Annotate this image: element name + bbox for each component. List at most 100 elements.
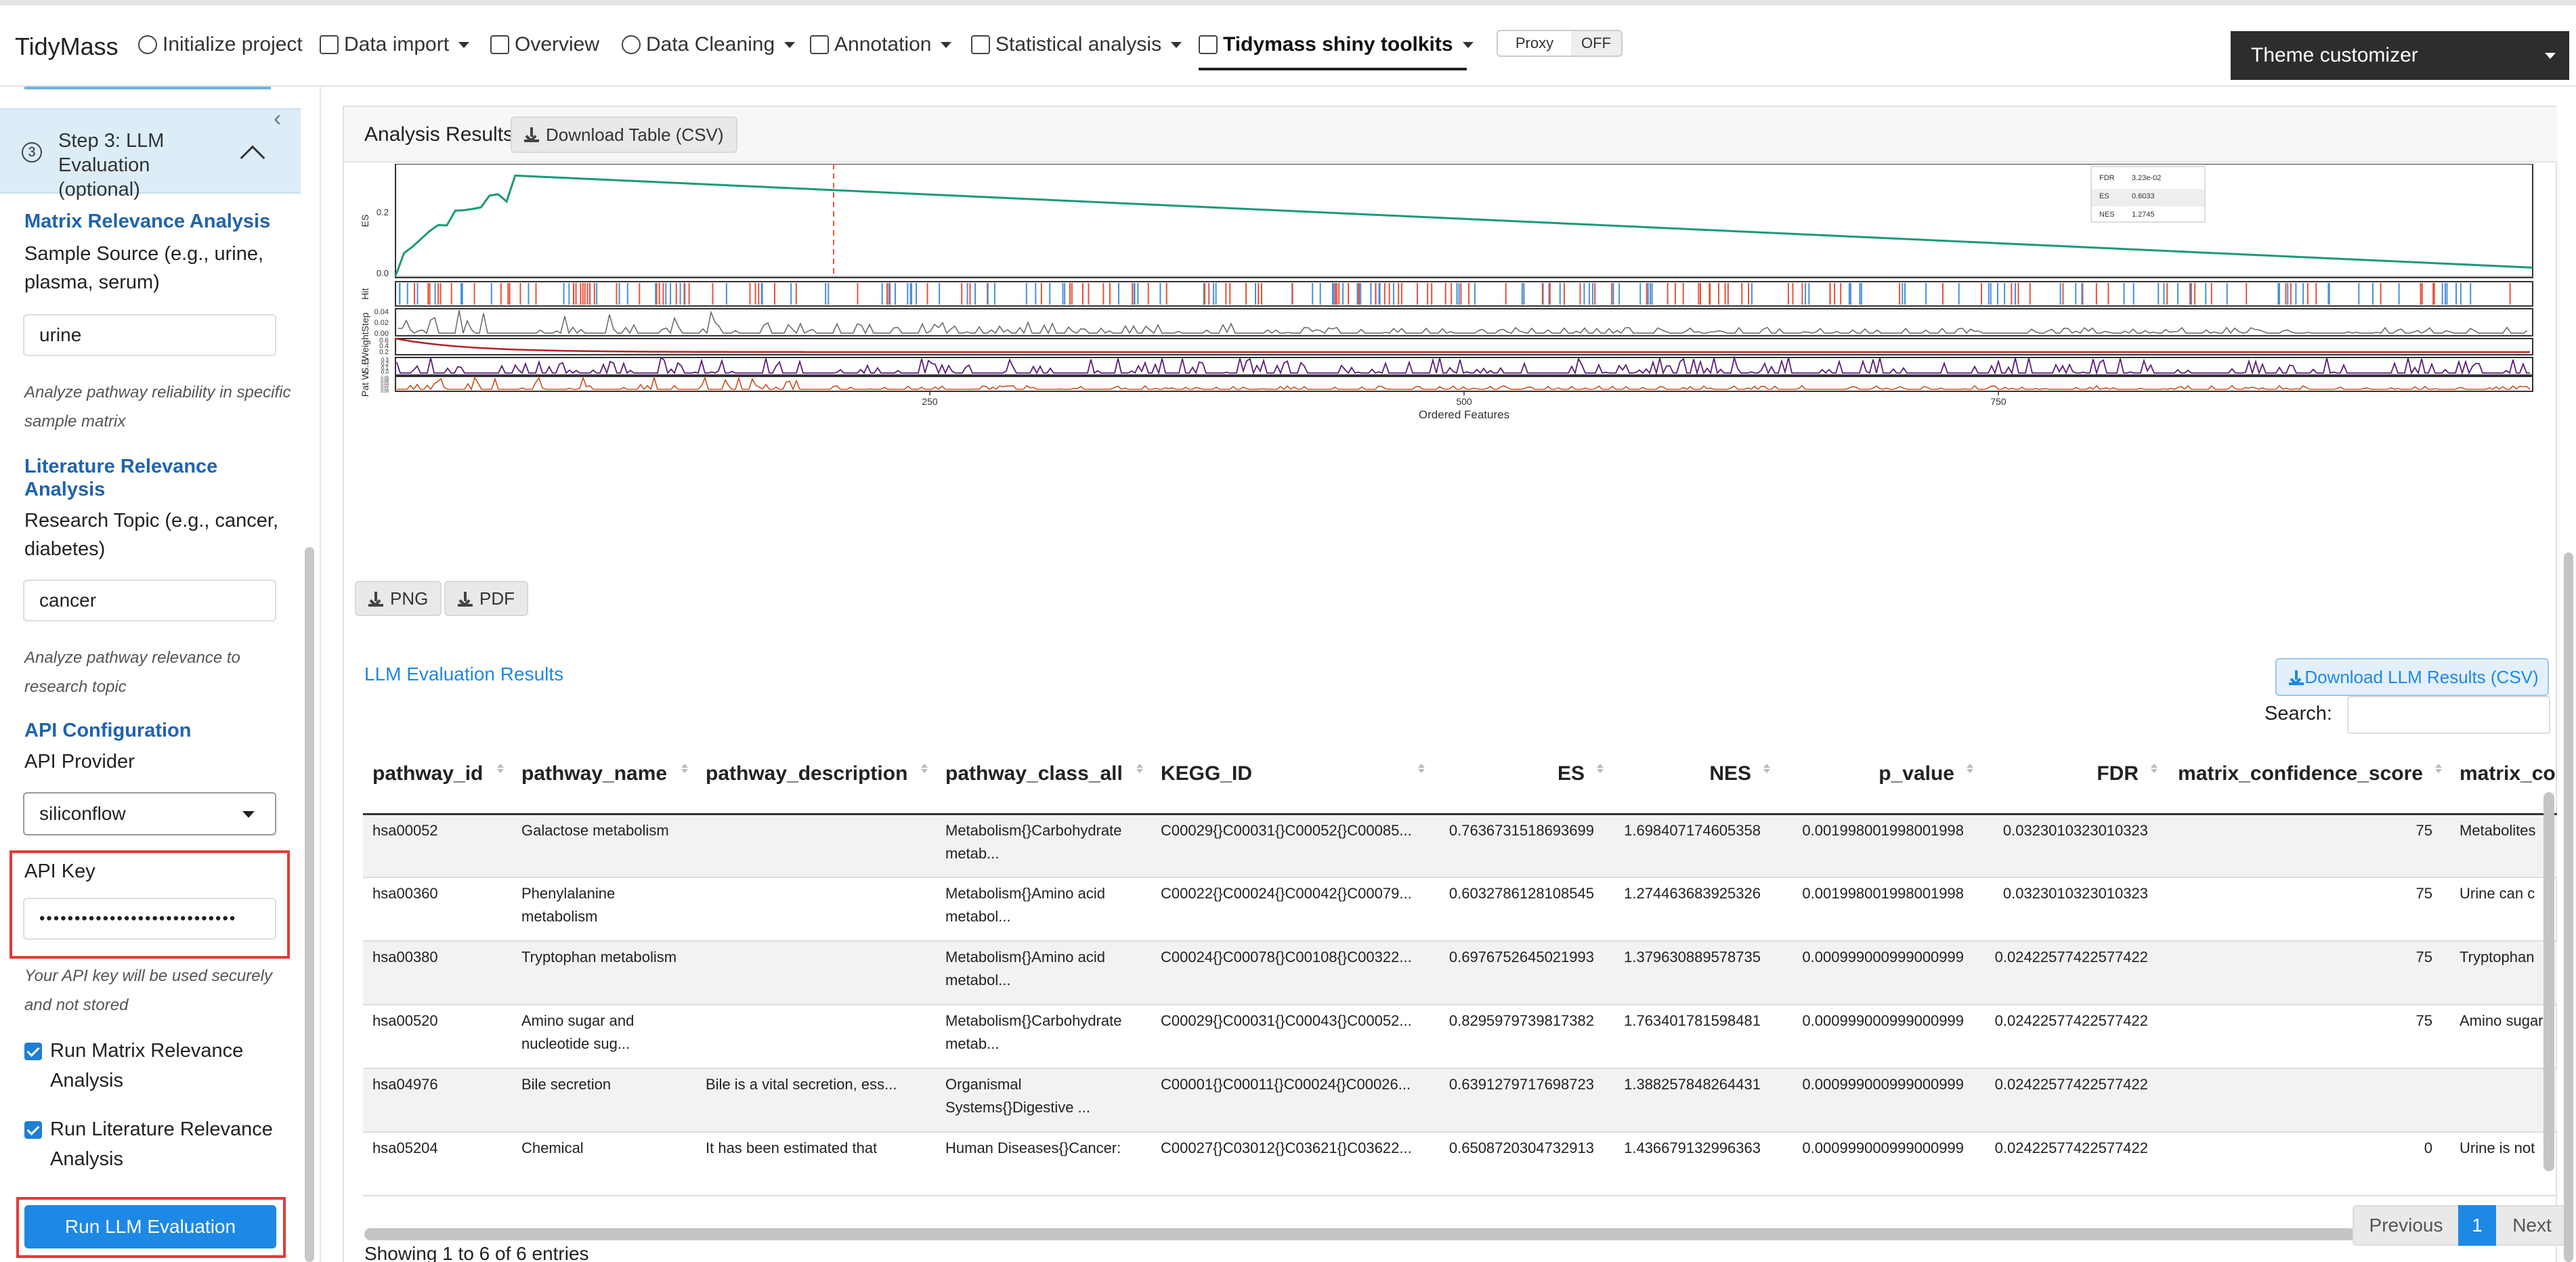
research-topic-help: Analyze pathway relevance to research to…	[24, 649, 240, 696]
table-row[interactable]: hsa00360 Phenylalanine metabolism Metaboli…	[363, 877, 2557, 942]
nav-data-import[interactable]: Data import	[320, 30, 470, 60]
step-tick-label: 0.04	[374, 308, 389, 316]
play-circle-icon	[138, 35, 157, 54]
table-row[interactable]: hsa04976 Bile secretion Bile is a vital se…	[363, 1068, 2557, 1133]
column-header-es[interactable]: ES	[1433, 735, 1612, 815]
checkbox-checked-icon[interactable]	[24, 1121, 42, 1139]
api-key-help: Your API key will be used securely and n…	[24, 967, 272, 1014]
research-topic-value: cancer	[39, 590, 97, 611]
nav-tidymass-shiny-toolkits[interactable]: Tidymass shiny toolkits	[1199, 30, 1474, 60]
cell-nes: 1.388257848264431	[1612, 1068, 1778, 1133]
cell-matrix-con: Metabolites	[2450, 814, 2557, 878]
proxy-toggle[interactable]: Proxy OFF	[1497, 30, 1623, 57]
page-scrollbar[interactable]	[2564, 552, 2573, 1262]
api-provider-select[interactable]: siliconflow	[23, 792, 276, 835]
cell-es: 0.6032786128108545	[1433, 877, 1612, 942]
column-header-pathway-id[interactable]: pathway_id	[363, 735, 512, 815]
plot-panel-frame	[395, 357, 2533, 376]
active-tab-underline	[1199, 68, 1467, 70]
column-header-pathway-name[interactable]: pathway_name	[512, 735, 696, 815]
column-header-kegg-id[interactable]: KEGG_ID	[1151, 735, 1433, 815]
cell-pathway-name: Galactose metabolism	[512, 814, 696, 878]
run-matrix-label: Run Matrix Relevance Analysis	[50, 1040, 244, 1091]
cell-fdr: 0.02422577422577422	[1981, 941, 2166, 1005]
download-llm-results-button[interactable]: Download LLM Results (CSV)	[2275, 658, 2549, 696]
search-input[interactable]	[2347, 696, 2550, 734]
nav-initialize-project[interactable]: Initialize project	[138, 30, 303, 60]
step-number-badge: 3	[22, 142, 42, 162]
cell-fdr: 0.0323010323010323	[1981, 814, 2166, 878]
chevron-down-icon	[784, 41, 796, 48]
plot-panel-frame	[395, 281, 2533, 307]
api-key-input[interactable]: ••••••••••••••••••••••••••••	[23, 898, 276, 940]
download-icon	[458, 592, 473, 607]
nav-overview[interactable]: Overview	[490, 30, 599, 60]
download-table-button[interactable]: Download Table (CSV)	[511, 116, 737, 153]
table-row[interactable]: hsa00052 Galactose metabolism Metabolism{}…	[363, 814, 2557, 878]
stats-key: NES	[2099, 211, 2115, 219]
research-topic-input[interactable]: cancer	[23, 580, 276, 622]
table-row[interactable]: hsa05204 Chemical It has been estimated th…	[363, 1132, 2557, 1196]
panel-label-0: ES	[360, 215, 370, 227]
chevron-left-icon[interactable]: ‹	[274, 106, 282, 131]
column-header-pathway-class-all[interactable]: pathway_class_all	[936, 735, 1151, 815]
run-literature-checkbox[interactable]: Run Literature Relevance Analysis	[24, 1114, 295, 1174]
x-tick-label: 750	[1990, 396, 2006, 407]
column-header-matrix-con[interactable]: matrix_con	[2450, 735, 2557, 815]
run-matrix-checkbox[interactable]: Run Matrix Relevance Analysis	[24, 1036, 295, 1095]
column-header-nes[interactable]: NES	[1612, 735, 1778, 815]
checkbox-checked-icon[interactable]	[24, 1043, 42, 1060]
upload-icon	[320, 35, 339, 54]
cell-fdr: 0.02422577422577422	[1981, 1005, 2166, 1069]
cell-kegg-id: C00029{}C00031{}C00052{}C00085...	[1151, 814, 1433, 878]
cell-pathway-class-all: Human Diseases{}Cancer:	[936, 1132, 1151, 1196]
entries-info: Showing 1 to 6 of 6 entries	[364, 1243, 589, 1262]
column-header-fdr[interactable]: FDR	[1981, 735, 2166, 815]
cell-fdr: 0.02422577422577422	[1981, 1132, 2166, 1196]
step-tick-label: 0.00	[374, 330, 389, 338]
column-header-p-value[interactable]: p_value	[1778, 735, 1981, 815]
download-icon	[368, 592, 383, 607]
cell-matrix-confidence-score: 0	[2166, 1132, 2450, 1196]
page-1-button[interactable]: 1	[2458, 1205, 2496, 1246]
next-page-button[interactable]: Next	[2496, 1205, 2569, 1246]
png-download-button[interactable]: PNG	[355, 581, 442, 616]
cell-matrix-con: Urine can c	[2450, 877, 2557, 942]
previous-page-button[interactable]: Previous	[2353, 1205, 2458, 1246]
search-label: Search:	[2264, 703, 2332, 724]
step3-title: Step 3: LLM Evaluation (optional)	[58, 130, 165, 200]
nav-annotation[interactable]: Annotation	[810, 30, 952, 60]
stats-value: 1.2745	[2132, 211, 2155, 219]
column-header-matrix-confidence-score[interactable]: matrix_confidence_score	[2166, 735, 2450, 815]
navbar: TidyMass Initialize project Data import …	[0, 0, 2576, 87]
step3-accordion-header[interactable]: 3 Step 3: LLM Evaluation (optional)	[0, 108, 301, 200]
network-icon	[622, 35, 641, 54]
download-llm-label: Download LLM Results (CSV)	[2304, 666, 2539, 687]
nav-data-cleaning[interactable]: Data Cleaning	[622, 30, 796, 60]
sort-icon	[1763, 764, 1770, 773]
matrix-section-title: Matrix Relevance Analysis	[24, 211, 271, 232]
pdf-download-button[interactable]: PDF	[444, 581, 528, 616]
cell-fdr: 0.02422577422577422	[1981, 1068, 2166, 1133]
table-vertical-scrollbar[interactable]	[2543, 792, 2554, 1171]
weight-tick-label: 0.4	[379, 343, 389, 350]
es-tick-label: 0.0	[377, 268, 389, 278]
table-horizontal-scrollbar[interactable]	[364, 1228, 2355, 1240]
sidebar-scrollbar[interactable]	[305, 547, 314, 1262]
cell-es: 0.8295979739817382	[1433, 1005, 1612, 1069]
run-llm-evaluation-button[interactable]: Run LLM Evaluation	[24, 1205, 276, 1248]
cell-p-value: 0.000999000999000999	[1778, 1005, 1981, 1069]
table-row[interactable]: hsa00380 Tryptophan metabolism Metabolism{…	[363, 941, 2557, 1005]
cell-matrix-con: Urine is not	[2450, 1132, 2557, 1196]
nav-label: Data Cleaning	[646, 33, 775, 56]
cell-matrix-confidence-score: 75	[2166, 877, 2450, 942]
nav-statistical-analysis[interactable]: Statistical analysis	[971, 30, 1182, 60]
table-row[interactable]: hsa00520 Amino sugar and nucleotide sug..…	[363, 1005, 2557, 1069]
sample-source-input[interactable]: urine	[23, 314, 276, 356]
sample-source-label: Sample Source (e.g., urine, plasma, seru…	[24, 243, 264, 293]
column-header-pathway-description[interactable]: pathway_description	[696, 735, 936, 815]
cell-pathway-id: hsa00052	[363, 814, 512, 878]
brand-title[interactable]: TidyMass	[15, 32, 119, 60]
theme-customizer[interactable]: Theme customizer	[2231, 31, 2569, 80]
download-icon	[524, 127, 539, 142]
